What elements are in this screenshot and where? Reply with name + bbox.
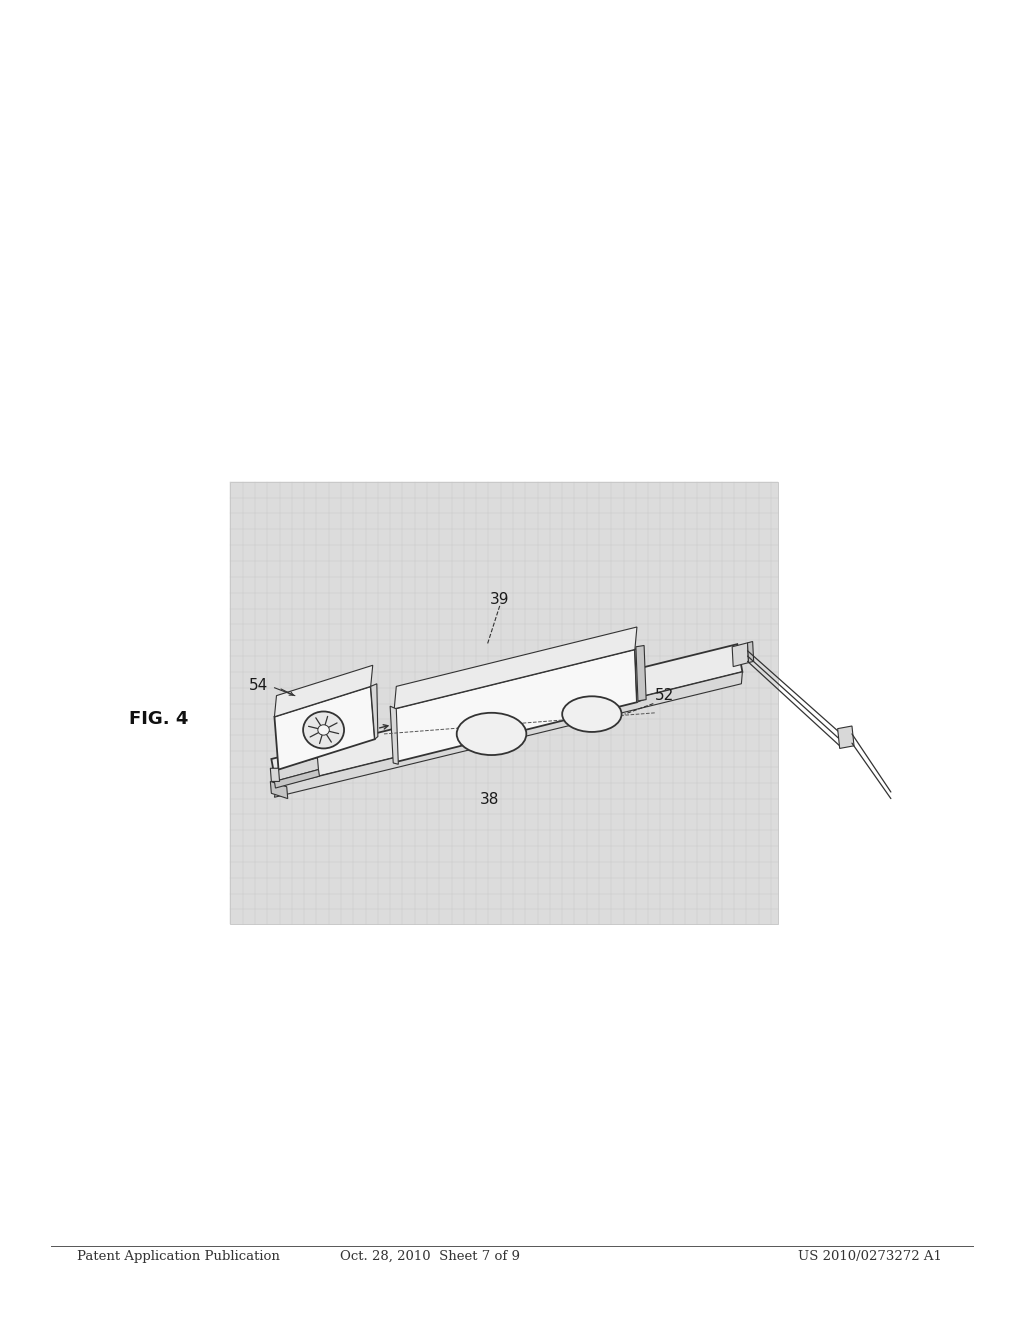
Ellipse shape: [562, 697, 622, 731]
Polygon shape: [390, 706, 398, 764]
Polygon shape: [635, 647, 644, 702]
Ellipse shape: [457, 713, 526, 755]
Text: US 2010/0273272 A1: US 2010/0273272 A1: [798, 1250, 942, 1263]
Polygon shape: [271, 644, 742, 787]
Polygon shape: [274, 665, 373, 717]
Text: 54: 54: [249, 677, 268, 693]
Polygon shape: [274, 770, 319, 788]
Text: Oct. 28, 2010  Sheet 7 of 9: Oct. 28, 2010 Sheet 7 of 9: [340, 1250, 520, 1263]
Polygon shape: [270, 768, 280, 781]
Text: 39: 39: [489, 591, 510, 607]
Ellipse shape: [303, 711, 344, 748]
Text: 38: 38: [480, 792, 499, 808]
Polygon shape: [270, 781, 288, 799]
Polygon shape: [732, 643, 749, 667]
Ellipse shape: [317, 725, 330, 735]
Text: 52: 52: [655, 688, 675, 704]
Polygon shape: [274, 686, 375, 770]
Polygon shape: [748, 642, 754, 663]
Polygon shape: [636, 645, 646, 701]
Polygon shape: [274, 672, 742, 797]
Polygon shape: [838, 726, 854, 748]
Polygon shape: [394, 627, 637, 709]
Polygon shape: [394, 649, 637, 762]
Text: FIG. 4: FIG. 4: [129, 710, 188, 729]
Text: Patent Application Publication: Patent Application Publication: [77, 1250, 280, 1263]
Polygon shape: [230, 482, 778, 924]
Polygon shape: [371, 684, 378, 739]
Polygon shape: [273, 758, 318, 781]
